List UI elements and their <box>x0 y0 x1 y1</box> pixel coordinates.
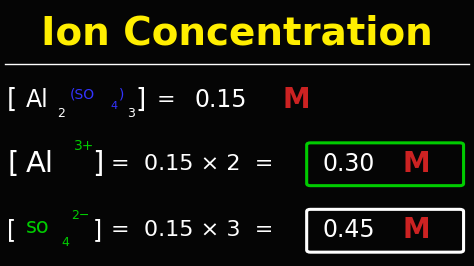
Text: 4: 4 <box>62 236 70 248</box>
Text: 4: 4 <box>110 101 117 111</box>
Text: 0.30: 0.30 <box>322 152 374 176</box>
Text: so: so <box>26 217 50 238</box>
Text: [: [ <box>7 218 16 242</box>
Text: [: [ <box>7 149 18 178</box>
Text: =: = <box>156 90 175 110</box>
Text: 2: 2 <box>57 107 65 119</box>
Text: 0.15: 0.15 <box>194 88 247 112</box>
Text: M: M <box>282 86 310 114</box>
Text: ]: ] <box>136 87 146 113</box>
Text: Al: Al <box>26 88 49 112</box>
Text: =  0.15 × 2  =: = 0.15 × 2 = <box>111 153 274 174</box>
Text: [: [ <box>7 87 18 113</box>
Text: 3: 3 <box>127 107 135 119</box>
Text: ]: ] <box>92 149 104 178</box>
Text: ]: ] <box>92 218 101 242</box>
Text: Ion Concentration: Ion Concentration <box>41 14 433 52</box>
Text: ): ) <box>118 88 124 101</box>
Text: =  0.15 × 3  =: = 0.15 × 3 = <box>111 220 274 240</box>
Text: 0.45: 0.45 <box>322 218 375 242</box>
Text: (SO: (SO <box>70 88 95 101</box>
Text: 3+: 3+ <box>73 139 94 153</box>
Text: M: M <box>403 149 430 178</box>
Text: M: M <box>403 216 430 244</box>
Text: Al: Al <box>26 149 54 178</box>
Text: 2−: 2− <box>71 209 90 222</box>
